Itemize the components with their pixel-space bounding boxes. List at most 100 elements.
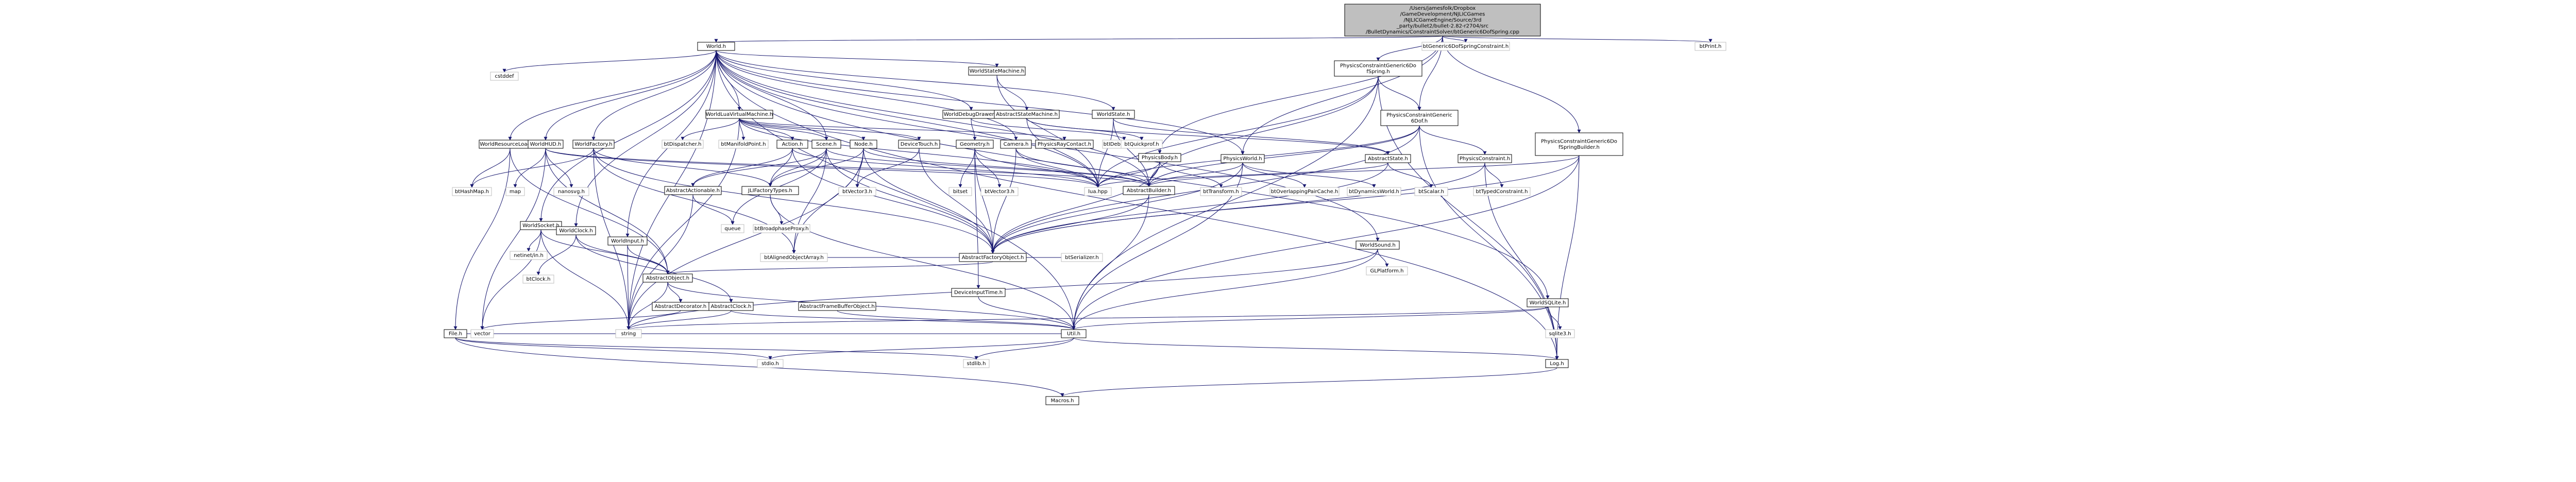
node-world-h[interactable]: World.h — [697, 42, 735, 51]
node-worldfactory-h[interactable]: WorldFactory.h — [572, 140, 615, 149]
node-queue[interactable]: queue — [721, 224, 744, 233]
node-btvector3-h2[interactable]: btVector3.h — [980, 187, 1019, 196]
node-btdynamicsworld-h[interactable]: btDynamicsWorld.h — [1347, 187, 1401, 196]
node-sqlite3-h[interactable]: sqlite3.h — [1545, 329, 1575, 338]
node-abstractactionable-h[interactable]: AbstractActionable.h — [664, 186, 722, 195]
node-btserializer-h[interactable]: btSerializer.h — [1061, 253, 1103, 262]
node-map[interactable]: map — [505, 187, 525, 196]
edge-worldinput_h-to-abstractobject_h — [627, 245, 670, 274]
node-bthashmap-h[interactable]: btHashMap.h — [452, 187, 492, 196]
edge-world_h-to-cstddef — [502, 50, 717, 73]
node-label: World.h — [706, 44, 726, 49]
node-label: WorldInput.h — [611, 238, 644, 244]
node-abstractframebufferobject-h[interactable]: AbstractFrameBufferObject.h — [798, 302, 876, 311]
node-stdlib-h[interactable]: stdlib.h — [963, 359, 990, 368]
node-label: WorldDebugDrawer.h — [944, 112, 999, 117]
node-macros-h[interactable]: Macros.h — [1045, 396, 1079, 405]
node-abstractclock-h[interactable]: AbstractClock.h — [708, 302, 754, 311]
node-root[interactable]: /Users/jamesfolk/Dropbox/GameDevelopment… — [1344, 4, 1541, 37]
node-worlddebugdrawer-h[interactable]: WorldDebugDrawer.h — [942, 110, 1000, 119]
node-node-h[interactable]: Node.h — [850, 140, 877, 149]
edge-devicereadertime_h-to-util_h — [978, 296, 1076, 330]
node-btdispatcher-h[interactable]: btDispatcher.h — [662, 140, 704, 149]
node-netinetin-h[interactable]: netinet/in.h — [510, 251, 548, 260]
node-worldresourceloader-h[interactable]: WorldResourceLoader.h — [479, 140, 541, 149]
node-label: File.h — [449, 331, 462, 337]
node-physicsbody-h[interactable]: PhysicsBody.h — [1138, 153, 1181, 162]
edge-abstractstate_h-to-lua_hpp — [1096, 162, 1388, 188]
node-stdio-h[interactable]: stdio.h — [757, 359, 784, 368]
node-btprint-h[interactable]: btPrint.h — [1694, 42, 1726, 51]
edge-world_h-to-worldresourceloader_h — [508, 50, 717, 141]
node-worldluavirtualmachine-h[interactable]: WorldLuaVirtualMachine.h — [705, 110, 773, 119]
node-worldsocket-h[interactable]: WorldSocket.h — [520, 221, 562, 230]
node-scene-h[interactable]: Scene.h — [811, 140, 841, 149]
node-devicetouch-h[interactable]: DeviceTouch.h — [898, 140, 940, 149]
node-physicsconstraintgeneric6dofspringbuilder-h[interactable]: PhysicsConstraintGeneric6DofSpringBuilde… — [1535, 132, 1623, 156]
node-util-h[interactable]: Util.h — [1061, 329, 1087, 338]
node-physicsconstraint-h[interactable]: PhysicsConstraint.h — [1458, 154, 1512, 163]
node-log-h[interactable]: Log.h — [1545, 359, 1569, 368]
node-lua-hpp[interactable]: lua.hpp — [1084, 187, 1112, 196]
node-string[interactable]: string — [615, 329, 642, 338]
edge-node_h-to-abstractbuilder_h — [863, 148, 1151, 187]
node-abstractfactoryobject-h[interactable]: AbstractFactoryObject.h — [959, 253, 1027, 262]
edge-physicsbody_h-to-abstractfactoryobject_h — [991, 161, 1160, 254]
node-btvector3-h[interactable]: btVector3.h — [838, 187, 876, 196]
node-btscalar-h[interactable]: btScalar.h — [1414, 187, 1448, 196]
node-btbroadphaseproxy-h[interactable]: btBroadphaseProxy.h — [753, 224, 810, 233]
node-label: stdio.h — [761, 361, 779, 367]
edge-physicsconstraint_h-to-bttypedconstraint_h — [1484, 162, 1504, 188]
node-bttransform-h[interactable]: btTransform.h — [1200, 187, 1242, 196]
node-abstractdecorator-h[interactable]: AbstractDecorator.h — [652, 302, 709, 311]
node-vector[interactable]: vector — [470, 329, 494, 338]
edge-worldfactory_h-to-abstractfactoryobject_h — [593, 148, 995, 254]
node-label: AbstractBuilder.h — [1127, 188, 1171, 194]
node-label: WorldResourceLoader.h — [480, 142, 540, 147]
node-worldstatemachine-h[interactable]: WorldStateMachine.h — [968, 66, 1026, 76]
node-worldsqlite-h[interactable]: WorldSQLite.h — [1527, 298, 1569, 307]
node-label: vector — [474, 331, 491, 337]
node-geometry-h[interactable]: Geometry.h — [956, 140, 994, 149]
node-abstractstatemachine-h[interactable]: AbstractStateMachine.h — [994, 110, 1060, 119]
node-devicereadertime-h[interactable]: DeviceInputTime.h — [951, 288, 1006, 297]
edge-scene_h-to-btalignedobjectarray_h — [792, 148, 827, 254]
node-worldclock-h[interactable]: WorldClock.h — [556, 226, 596, 235]
node-worldstate-h[interactable]: WorldState.h — [1092, 110, 1135, 119]
edge-physicsworld_h-to-abstractfactoryobject_h — [991, 162, 1243, 254]
node-worldhud-h[interactable]: WorldHUD.h — [528, 140, 564, 149]
node-bttypedconstraint-h[interactable]: btTypedConstraint.h — [1473, 187, 1531, 196]
node-btquickprof-h[interactable]: btQuickprof.h — [1121, 140, 1163, 149]
node-label: Node.h — [854, 142, 873, 147]
node-abstractstate-h[interactable]: AbstractState.h — [1365, 154, 1411, 163]
node-bitset[interactable]: bitset — [948, 187, 972, 196]
node-btclock-h[interactable]: btClock.h — [522, 274, 554, 284]
node-abstractbuilder-h[interactable]: AbstractBuilder.h — [1123, 186, 1175, 195]
node-btoverlappingpaircache-h[interactable]: btOverlappingPairCache.h — [1269, 187, 1340, 196]
node-cstddef[interactable]: cstddef — [490, 72, 519, 81]
node-abstractobject-h[interactable]: AbstractObject.h — [642, 273, 693, 283]
node-camera-h[interactable]: Camera.h — [1000, 140, 1032, 149]
node-btgeneric6dofspringconstraint-h[interactable]: btGeneric6DofSpringConstraint.h — [1421, 42, 1510, 51]
edge-worldluavirtualmachine_h-to-physicsraycontact_h — [739, 118, 1066, 141]
edge-root-to-physicsconstraintgeneric6dofspringbuilder_h — [1442, 36, 1581, 133]
node-btmanifoldpoint-h[interactable]: btManifoldPoint.h — [718, 140, 769, 149]
node-worldsound-h[interactable]: WorldSound.h — [1355, 240, 1400, 250]
node-label: PhysicsConstraint.h — [1460, 156, 1510, 162]
node-action-h[interactable]: Action.h — [776, 140, 808, 149]
node-file-h[interactable]: File.h — [444, 329, 467, 338]
node-glplatform-h[interactable]: GLPlatform.h — [1366, 266, 1408, 276]
node-label: Scene.h — [816, 142, 837, 147]
node-worldinput-h[interactable]: WorldInput.h — [607, 236, 648, 246]
edge-worldhud_h-to-abstractobject_h — [545, 148, 670, 274]
node-btalignedobjectarray-h[interactable]: btAlignedObjectArray.h — [760, 253, 828, 262]
node-label: btVector3.h — [985, 189, 1014, 195]
node-physicsworld-h[interactable]: PhysicsWorld.h — [1221, 154, 1265, 163]
edge-abstractstate_h-to-btscalar_h — [1387, 162, 1433, 188]
node-njlifactorytypes-h[interactable]: JLIFactoryTypes.h — [741, 186, 799, 195]
node-label: WorldHUD.h — [530, 142, 562, 147]
node-nanosvg-h[interactable]: nanosvg.h — [553, 187, 589, 196]
node-physicsraycontact-h[interactable]: PhysicsRayContact.h — [1035, 140, 1094, 149]
